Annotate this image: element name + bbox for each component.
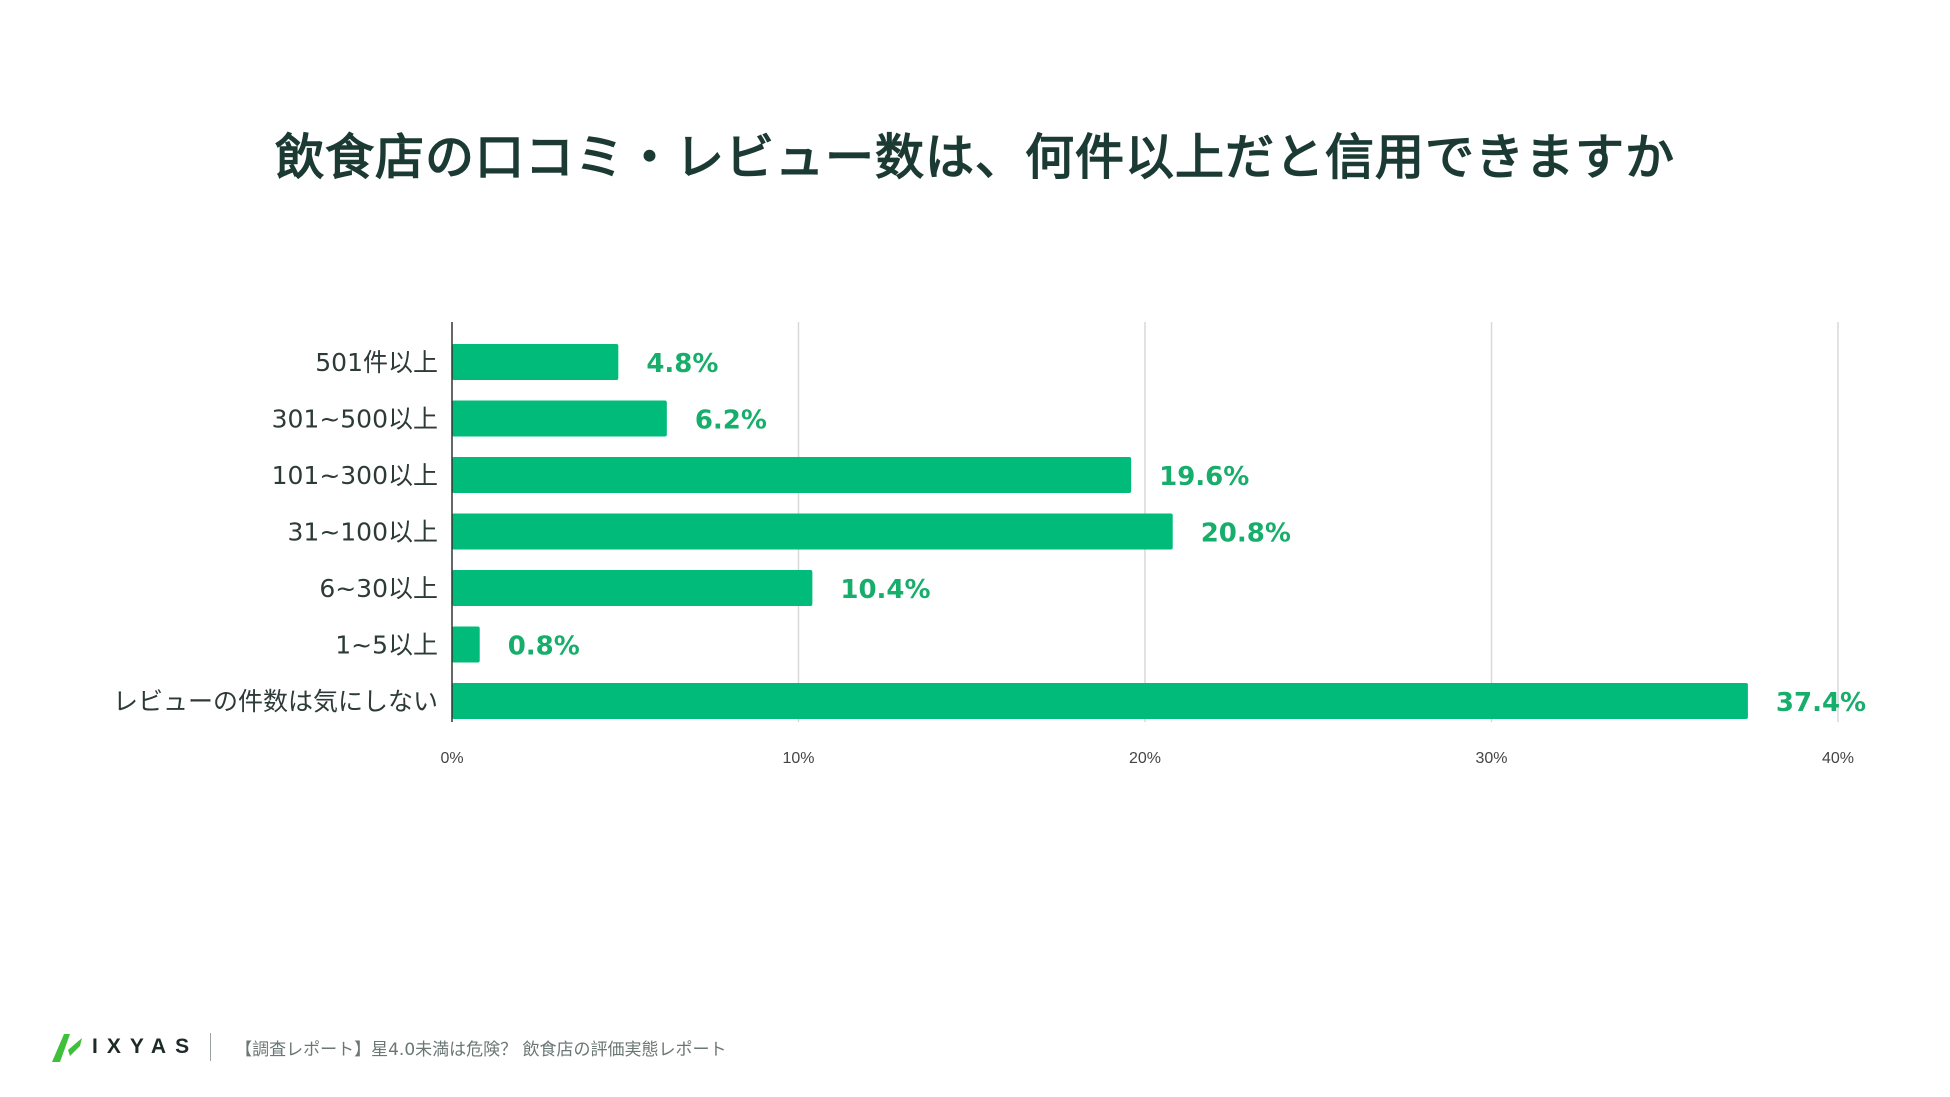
bar <box>452 400 667 437</box>
bar <box>452 626 480 663</box>
category-label: 301~500以上 <box>272 405 438 434</box>
data-label: 0.8% <box>508 632 580 662</box>
category-label: レビューの件数は気にしない <box>113 687 438 716</box>
category-label: 1~5以上 <box>335 631 438 660</box>
ixyas-logo-icon <box>52 1034 82 1062</box>
bar <box>452 457 1132 493</box>
x-tick-label: 30% <box>1475 750 1507 767</box>
logo-text: IXYAS <box>92 1035 199 1058</box>
data-label: 37.4% <box>1776 688 1866 718</box>
bar <box>452 513 1173 550</box>
bar <box>452 683 1748 719</box>
category-label: 101~300以上 <box>272 461 438 490</box>
footer-divider <box>210 1033 212 1061</box>
data-label: 10.4% <box>840 575 930 605</box>
x-tick-label: 10% <box>782 750 814 767</box>
footer: IXYAS 【調査レポート】星4.0未満は危険？ 飲食店の評価実態レポート <box>50 1028 727 1066</box>
category-label: 501件以上 <box>315 348 438 377</box>
data-label: 20.8% <box>1201 519 1291 549</box>
category-label: 6~30以上 <box>319 574 438 603</box>
chart-title: 飲食店の口コミ・レビュー数は、何件以上だと信用できますか <box>274 129 1675 186</box>
footer-caption: 【調査レポート】星4.0未満は危険？ 飲食店の評価実態レポート <box>235 1039 727 1060</box>
bar <box>452 570 813 606</box>
x-tick-label: 0% <box>440 750 463 767</box>
x-tick-label: 20% <box>1129 750 1161 767</box>
data-label: 6.2% <box>695 406 767 436</box>
category-label: 31~100以上 <box>288 518 438 547</box>
data-label: 4.8% <box>646 349 718 379</box>
bar <box>452 344 619 380</box>
company-logo[interactable]: IXYAS <box>50 1030 198 1064</box>
data-label: 19.6% <box>1159 462 1249 492</box>
x-tick-label: 40% <box>1822 750 1854 767</box>
